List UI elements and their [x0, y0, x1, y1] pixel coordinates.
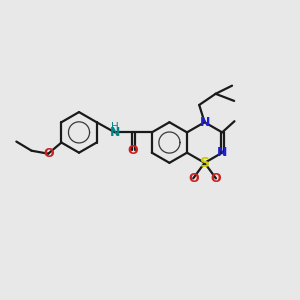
Text: O: O: [211, 172, 221, 185]
Text: N: N: [110, 126, 120, 139]
Text: O: O: [43, 147, 53, 160]
Text: O: O: [188, 172, 199, 185]
Text: N: N: [200, 116, 210, 129]
Text: S: S: [200, 156, 210, 170]
Text: H: H: [111, 122, 119, 132]
Text: O: O: [128, 144, 139, 157]
Text: N: N: [217, 146, 227, 159]
